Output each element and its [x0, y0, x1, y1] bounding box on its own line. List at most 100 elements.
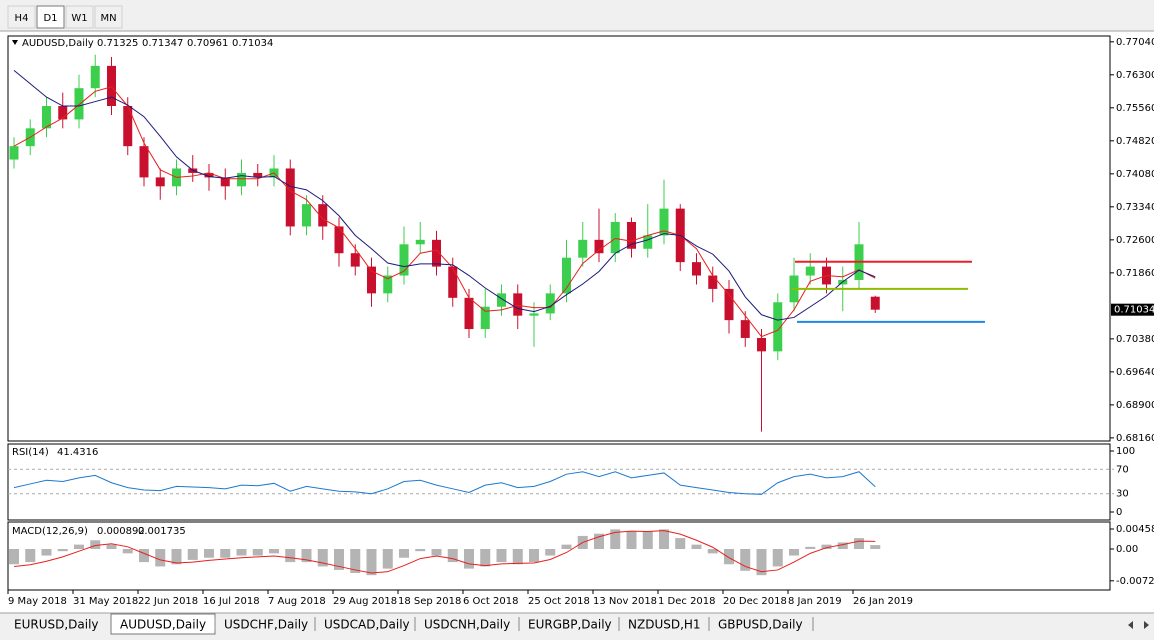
histogram-bar: [447, 548, 458, 563]
indicator-title: RSI(14): [12, 447, 49, 458]
candle-body: [318, 204, 328, 227]
histogram-bar: [25, 548, 36, 563]
tab-label[interactable]: EURUSD,Daily: [14, 618, 99, 632]
y-tick-label: -0.00729: [1116, 576, 1154, 587]
tab-label[interactable]: EURGBP,Daily: [528, 618, 612, 632]
signal-line: [13, 530, 876, 574]
y-tick-label: 0.00: [1116, 544, 1138, 555]
x-tick-label: 29 Aug 2018: [333, 596, 397, 607]
timeframe-label[interactable]: MN: [100, 13, 116, 24]
x-tick-label: 9 May 2018: [8, 596, 67, 607]
indicator-value: 41.4316: [57, 447, 98, 458]
tab-label[interactable]: USDCNH,Daily: [424, 618, 510, 632]
histogram-bar: [171, 548, 182, 565]
x-tick-label: 1 Dec 2018: [658, 596, 716, 607]
histogram-bar: [155, 548, 166, 567]
candle-body: [740, 320, 750, 338]
candle-body: [594, 239, 604, 254]
y-tick-label: 30: [1116, 489, 1129, 500]
timeframe-label[interactable]: W1: [71, 13, 87, 24]
histogram-bar: [90, 540, 101, 549]
timeframe-button[interactable]: [7, 5, 36, 29]
pane-frame: [7, 35, 1111, 442]
moving-average: [13, 69, 876, 321]
candle-body: [237, 172, 246, 187]
histogram-bar: [626, 531, 637, 549]
x-tick-label: 31 May 2018: [73, 596, 138, 607]
histogram-bar: [659, 529, 669, 549]
histogram-bar: [675, 538, 686, 549]
candle-body: [692, 262, 701, 276]
y-tick-label: 0.73340: [1116, 202, 1154, 213]
y-tick-label: 0.74820: [1116, 136, 1154, 147]
last-bar-low: 0.70961: [187, 38, 228, 49]
histogram-bar: [756, 548, 767, 576]
candle-body: [562, 257, 571, 294]
candle-body: [513, 293, 523, 316]
histogram-bar: [724, 548, 734, 565]
histogram-bar: [512, 548, 523, 565]
y-tick-label: 100: [1116, 446, 1135, 457]
candle-body: [42, 106, 51, 129]
candle-body: [627, 221, 636, 249]
current-price-label: 0.71034: [1114, 305, 1154, 316]
histogram-bar: [480, 548, 491, 567]
last-bar-close: 0.71034: [232, 38, 273, 49]
histogram-bar: [789, 548, 799, 556]
y-tick-label: 0.70380: [1116, 334, 1154, 345]
histogram-bar: [415, 548, 426, 552]
last-bar-high: 0.71347: [142, 38, 183, 49]
candle-body: [383, 275, 393, 294]
candle-body: [610, 221, 620, 254]
candle-body: [773, 302, 783, 352]
candle-body: [415, 239, 425, 245]
candle-body: [448, 266, 458, 298]
y-tick-label: 70: [1116, 464, 1129, 475]
x-tick-label: 26 Jan 2019: [853, 596, 913, 607]
histogram-bar: [366, 548, 377, 576]
timeframe-button[interactable]: [36, 5, 65, 29]
timeframe-button[interactable]: [65, 5, 94, 29]
tab-label[interactable]: USDCHF,Daily: [224, 618, 308, 632]
candle-body: [74, 88, 84, 120]
candle-body: [545, 293, 555, 314]
x-tick-label: 13 Nov 2018: [593, 596, 657, 607]
histogram-bar: [561, 544, 572, 549]
y-tick-label: 0.71860: [1116, 268, 1154, 279]
histogram-bar: [870, 545, 881, 549]
y-tick-label: 0.004583: [1116, 524, 1154, 535]
histogram-bar: [837, 542, 848, 549]
candle-body: [480, 306, 490, 330]
candle-body: [253, 172, 263, 178]
histogram-bar: [529, 548, 539, 563]
candle-body: [123, 106, 133, 147]
indicator-title: MACD(12,26,9): [12, 526, 88, 537]
histogram-bar: [691, 544, 702, 549]
tab-label[interactable]: GBPUSD,Daily: [718, 618, 803, 632]
current-price-box: [1111, 303, 1154, 316]
timeframe-button[interactable]: [94, 5, 123, 29]
last-bar-open: 0.71325: [97, 38, 138, 49]
scroll-right[interactable]: [1144, 621, 1149, 629]
candle-body: [220, 177, 230, 187]
indicator-value: 0.000892: [97, 526, 145, 537]
tab-label[interactable]: AUDUSD,Daily: [120, 618, 206, 632]
tab-label[interactable]: USDCAD,Daily: [324, 618, 410, 632]
histogram-bar: [496, 548, 507, 563]
candle-body: [285, 168, 295, 227]
histogram-bar: [9, 548, 19, 565]
candle-body: [659, 208, 669, 236]
histogram-bar: [187, 548, 198, 560]
candle-body: [805, 266, 815, 276]
timeframe-label[interactable]: H4: [15, 13, 29, 24]
histogram-bar: [334, 548, 344, 570]
timeframe-label[interactable]: D1: [43, 13, 57, 24]
candle-body: [367, 266, 376, 294]
x-tick-label: 6 Oct 2018: [463, 596, 518, 607]
candle-body: [9, 146, 19, 160]
candle-body: [643, 235, 653, 249]
tab-label[interactable]: NZDUSD,H1: [628, 618, 701, 632]
scroll-left[interactable]: [1128, 621, 1133, 629]
y-tick-label: 0.69640: [1116, 367, 1154, 378]
